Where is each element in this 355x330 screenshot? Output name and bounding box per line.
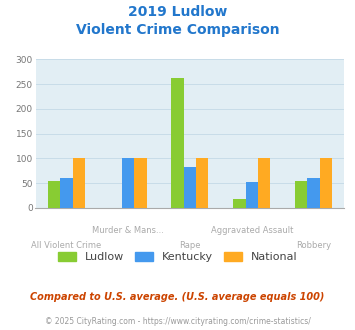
Bar bbox=[246, 182, 258, 208]
Bar bbox=[184, 167, 196, 208]
Bar bbox=[171, 78, 184, 208]
Text: © 2025 CityRating.com - https://www.cityrating.com/crime-statistics/: © 2025 CityRating.com - https://www.city… bbox=[45, 317, 310, 326]
Bar bbox=[233, 199, 246, 208]
Text: Robbery: Robbery bbox=[296, 241, 331, 250]
Text: Rape: Rape bbox=[179, 241, 201, 250]
Text: Compared to U.S. average. (U.S. average equals 100): Compared to U.S. average. (U.S. average … bbox=[30, 292, 325, 302]
Bar bbox=[122, 158, 134, 208]
Text: Violent Crime Comparison: Violent Crime Comparison bbox=[76, 23, 279, 37]
Bar bbox=[307, 178, 320, 208]
Bar bbox=[196, 158, 208, 208]
Bar bbox=[60, 178, 72, 208]
Bar bbox=[258, 158, 270, 208]
Bar bbox=[72, 158, 85, 208]
Bar bbox=[134, 158, 147, 208]
Legend: Ludlow, Kentucky, National: Ludlow, Kentucky, National bbox=[54, 248, 301, 267]
Text: Aggravated Assault: Aggravated Assault bbox=[211, 226, 293, 235]
Bar bbox=[48, 181, 60, 208]
Text: Murder & Mans...: Murder & Mans... bbox=[92, 226, 164, 235]
Text: All Violent Crime: All Violent Crime bbox=[31, 241, 102, 250]
Bar bbox=[320, 158, 332, 208]
Text: 2019 Ludlow: 2019 Ludlow bbox=[128, 5, 227, 19]
Bar bbox=[295, 181, 307, 208]
